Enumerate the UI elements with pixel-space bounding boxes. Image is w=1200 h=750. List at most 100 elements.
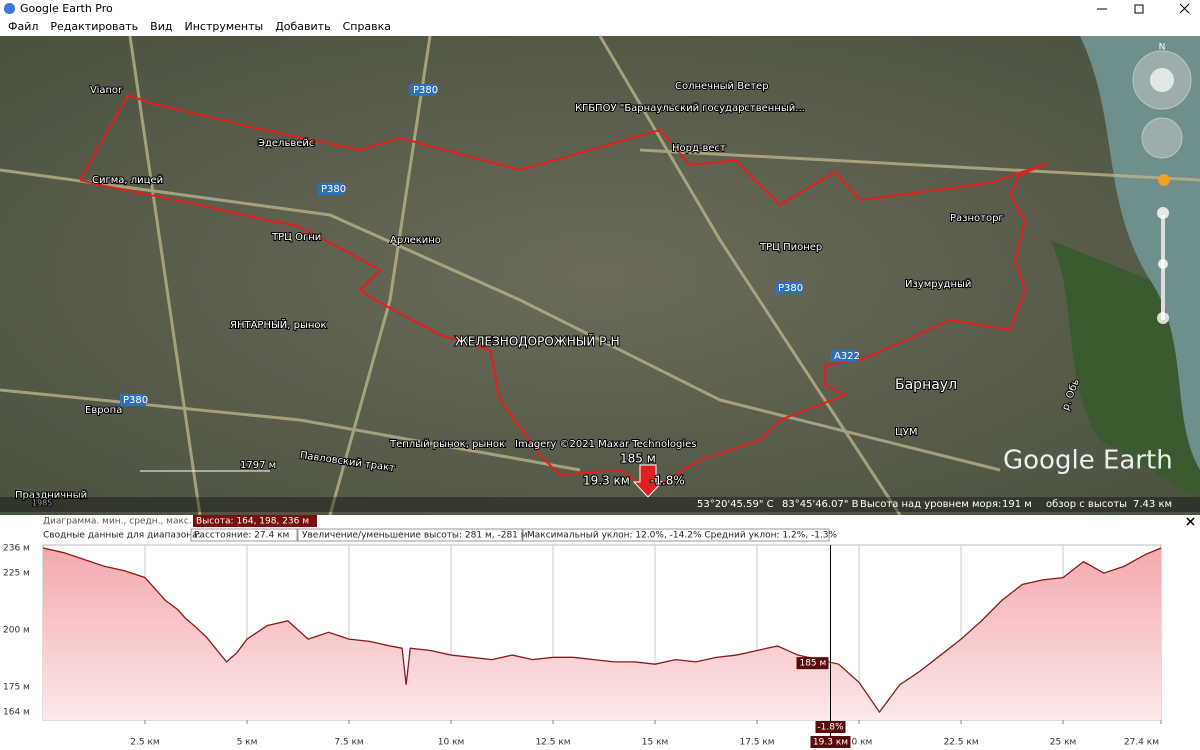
road-label: P380 xyxy=(778,283,803,294)
x-tick-label: 10 км xyxy=(438,738,465,748)
x-tick-label: 12.5 км xyxy=(535,738,570,748)
road-shield xyxy=(410,84,436,96)
cursor-elevation: 185 м xyxy=(799,659,826,669)
place-label[interactable]: Барнаул xyxy=(894,376,958,394)
place-label[interactable]: ТРЦ Огни xyxy=(270,231,322,244)
slope-summary: Максимальный уклон: 12.0%, -14.2% Средни… xyxy=(527,531,838,541)
gain-box xyxy=(297,528,523,542)
zoom-in[interactable] xyxy=(1157,207,1169,219)
place-label[interactable]: Теплый рынок, рынок xyxy=(388,438,506,451)
place-label[interactable]: Эдельвейс xyxy=(257,137,315,150)
x-tick-label: 17.5 км xyxy=(739,738,774,748)
road-label: P380 xyxy=(413,85,438,96)
place-label[interactable]: ТРЦ Пионер xyxy=(758,241,823,254)
place-label[interactable]: ЖЕЛЕЗНОДОРОЖНЫЙ Р-Н xyxy=(454,333,621,350)
elevation-area xyxy=(43,548,1161,720)
place-label[interactable]: Сигма, лицей xyxy=(91,174,164,187)
zoom-handle[interactable] xyxy=(1158,259,1168,269)
x-tick-label: 15 км xyxy=(642,738,669,748)
road-shield xyxy=(831,350,857,362)
y-tick-label: 164 м xyxy=(3,708,30,718)
place-label[interactable]: КГБПОУ "Барнаульский государственный... xyxy=(574,102,806,115)
menu-item[interactable]: Файл xyxy=(8,20,38,33)
logo: Google Earth xyxy=(1003,446,1173,476)
x-tick-label: 25 км xyxy=(1050,738,1077,748)
map-labels: Vianor Эдельвейс Сигма, лицей ТРЦ Огни А… xyxy=(14,80,1083,502)
status-lat: 53°20'45.59" С xyxy=(697,499,774,510)
close-profile[interactable] xyxy=(1186,517,1195,526)
distance-box xyxy=(190,528,298,542)
place-label[interactable]: Солнечный Ветер xyxy=(674,80,770,93)
route-path xyxy=(79,93,1049,492)
x-tick-label: 27.4 км xyxy=(1124,738,1159,748)
attribution: Imagery ©2021 Maxar Technologies xyxy=(515,439,696,450)
gain-summary: Увеличение/уменьшение высоты: 281 м, -28… xyxy=(302,531,528,541)
cursor-distance: 19.3 км xyxy=(813,738,848,748)
zoom-out[interactable] xyxy=(1157,312,1169,324)
distance-summary: Расстояние: 27.4 км xyxy=(194,531,289,541)
road-shield xyxy=(318,183,344,195)
elevation-line xyxy=(42,547,1162,714)
road-shields: P380 P380 P380 P380 A322 xyxy=(120,84,860,406)
title-bar xyxy=(0,0,1200,18)
close-button[interactable] xyxy=(1179,3,1190,14)
street-view-pegman[interactable] xyxy=(1158,174,1170,186)
marker-distance: 19.3 км xyxy=(583,474,630,488)
y-tick-label: 225 м xyxy=(3,569,30,579)
status-elev: 191 м xyxy=(1002,499,1032,510)
cursor-elevation-box xyxy=(796,657,829,670)
app-icon xyxy=(4,3,15,14)
place-label[interactable]: ЦУМ xyxy=(894,426,919,439)
menu-item[interactable]: Вид xyxy=(150,20,173,33)
y-tick-label: 236 м xyxy=(3,544,30,554)
road-shield xyxy=(775,282,801,294)
compass-north[interactable]: N xyxy=(1159,43,1166,53)
road-label: P380 xyxy=(321,184,346,195)
menu-bar xyxy=(0,18,1200,36)
marker-slope: -1.8% xyxy=(650,474,685,488)
position-marker xyxy=(632,464,664,498)
slope-box xyxy=(522,528,830,542)
place-label[interactable]: ЯНТАРНЫЙ, рынок xyxy=(229,317,328,332)
x-tick-label: 2.5 км xyxy=(130,738,159,748)
range-label: Сводные данные для диапазона: xyxy=(43,531,201,541)
height-summary: Высота: 164, 198, 236 м xyxy=(196,517,309,527)
marker-elevation: 185 м xyxy=(620,452,656,466)
height-box xyxy=(193,515,317,527)
road-label: P380 xyxy=(123,395,148,406)
road-label: A322 xyxy=(834,351,860,362)
cursor-distance-box xyxy=(810,736,851,748)
x-tick-label: 20 км xyxy=(846,738,873,748)
restore-button[interactable] xyxy=(1134,4,1144,14)
x-tick-label: 22.5 км xyxy=(943,738,978,748)
status-bar xyxy=(0,497,1200,512)
place-label[interactable]: Норд-вест xyxy=(671,142,727,155)
scale-label: 1797 м xyxy=(240,460,276,471)
roads xyxy=(0,35,1200,516)
place-label[interactable]: Изумрудный xyxy=(904,278,972,291)
place-label[interactable]: Праздничный xyxy=(14,489,88,502)
summary-label: Диаграмма. мин., средн., макс. xyxy=(43,517,192,527)
nav-controls: N xyxy=(1132,43,1192,324)
status-eye: 7.43 км xyxy=(1133,499,1172,510)
move-control[interactable] xyxy=(1141,117,1183,159)
x-tick-label: 5 км xyxy=(237,738,258,748)
menu-item[interactable]: Добавить xyxy=(275,20,330,33)
status-elev-label: Высота над уровнем моря: xyxy=(860,499,1001,510)
y-tick-label: 200 м xyxy=(3,626,30,636)
place-label[interactable]: Разноторг xyxy=(949,212,1005,225)
place-label[interactable]: Арлекино xyxy=(389,234,442,247)
place-label[interactable]: Европа xyxy=(84,404,123,417)
look-center[interactable] xyxy=(1150,68,1174,92)
menu-item[interactable]: Редактировать xyxy=(50,20,138,33)
year-label: 1985 xyxy=(32,499,52,508)
place-label[interactable]: Vianor xyxy=(89,84,124,97)
menu-item[interactable]: Справка xyxy=(343,20,391,33)
status-eye-label: обзор с высоты xyxy=(1046,499,1127,510)
status-lon: 83°45'46.07" В xyxy=(782,499,859,510)
window-title: Google Earth Pro xyxy=(20,2,113,15)
x-tick-label: 7.5 км xyxy=(334,738,363,748)
y-tick-label: 175 м xyxy=(3,682,30,692)
menu-item[interactable]: Инструменты xyxy=(184,20,263,33)
